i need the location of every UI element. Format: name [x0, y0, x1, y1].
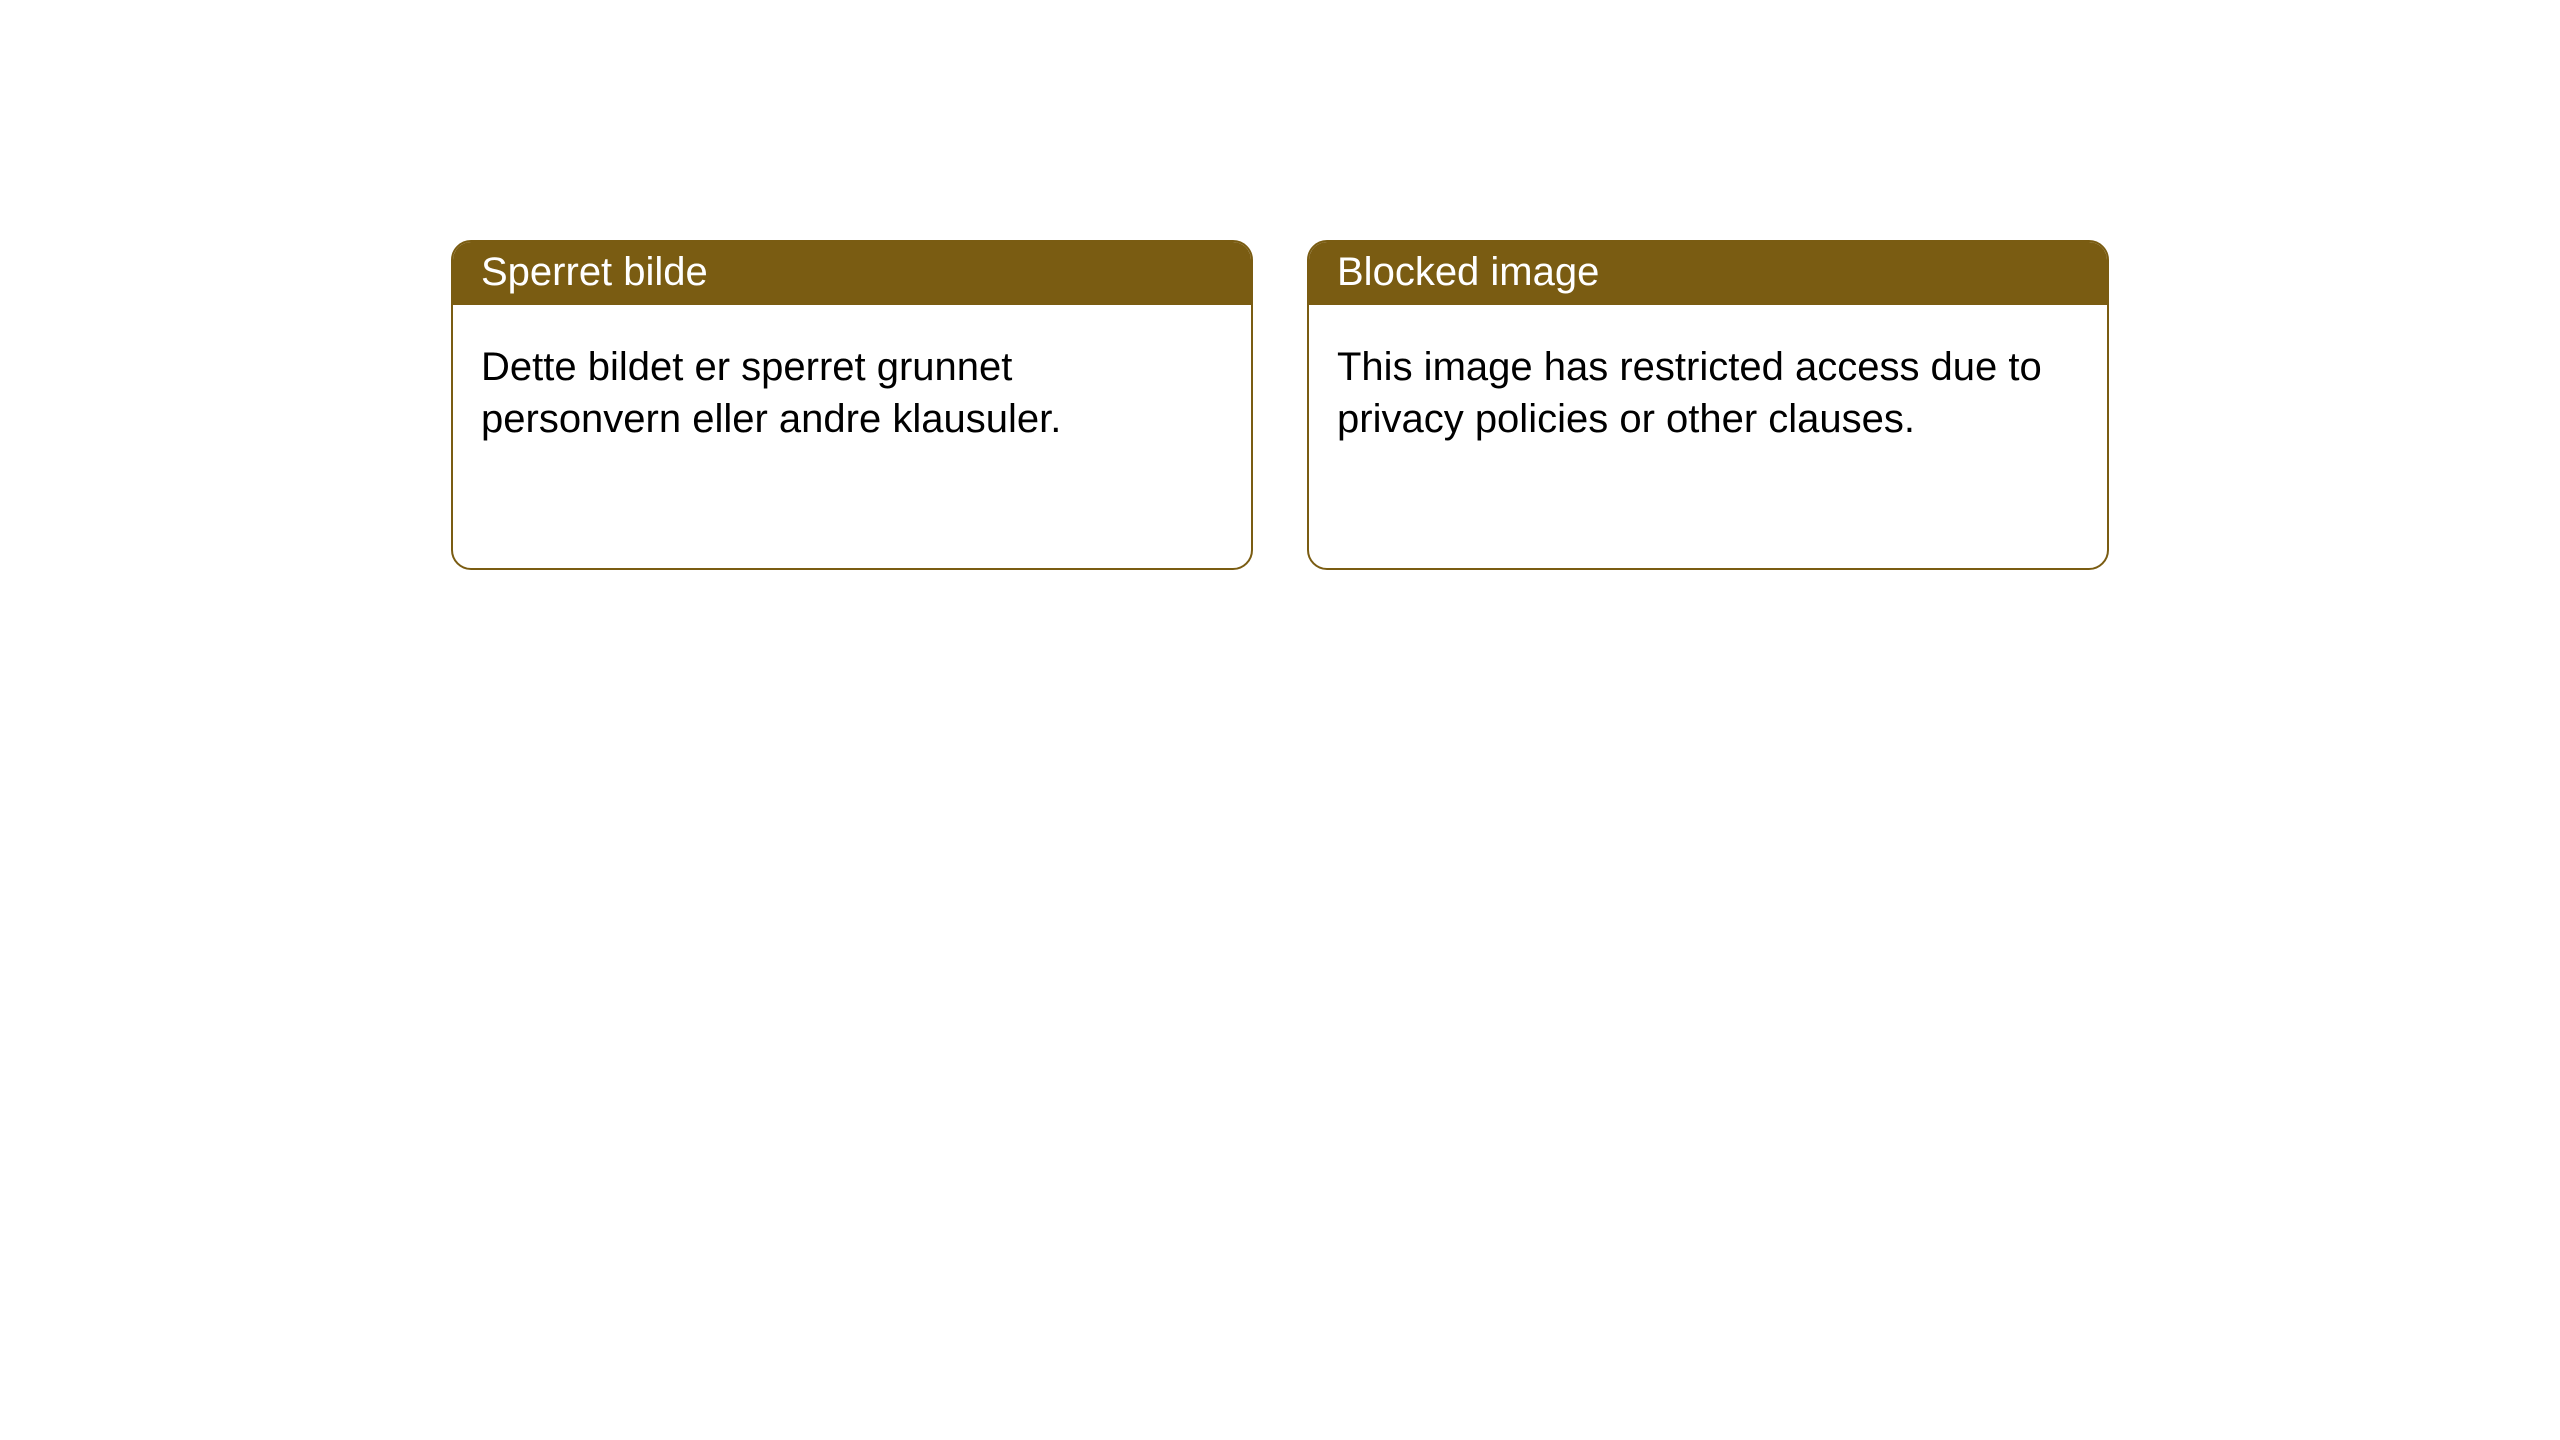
card-body: This image has restricted access due to …: [1309, 305, 2107, 473]
card-header: Sperret bilde: [453, 242, 1251, 305]
notice-card-norwegian: Sperret bilde Dette bildet er sperret gr…: [451, 240, 1253, 570]
card-body-text: Dette bildet er sperret grunnet personve…: [481, 345, 1061, 441]
card-body: Dette bildet er sperret grunnet personve…: [453, 305, 1251, 473]
card-title: Sperret bilde: [481, 250, 708, 294]
card-title: Blocked image: [1337, 250, 1599, 294]
card-header: Blocked image: [1309, 242, 2107, 305]
notice-cards-container: Sperret bilde Dette bildet er sperret gr…: [451, 240, 2109, 570]
notice-card-english: Blocked image This image has restricted …: [1307, 240, 2109, 570]
card-body-text: This image has restricted access due to …: [1337, 345, 2042, 441]
